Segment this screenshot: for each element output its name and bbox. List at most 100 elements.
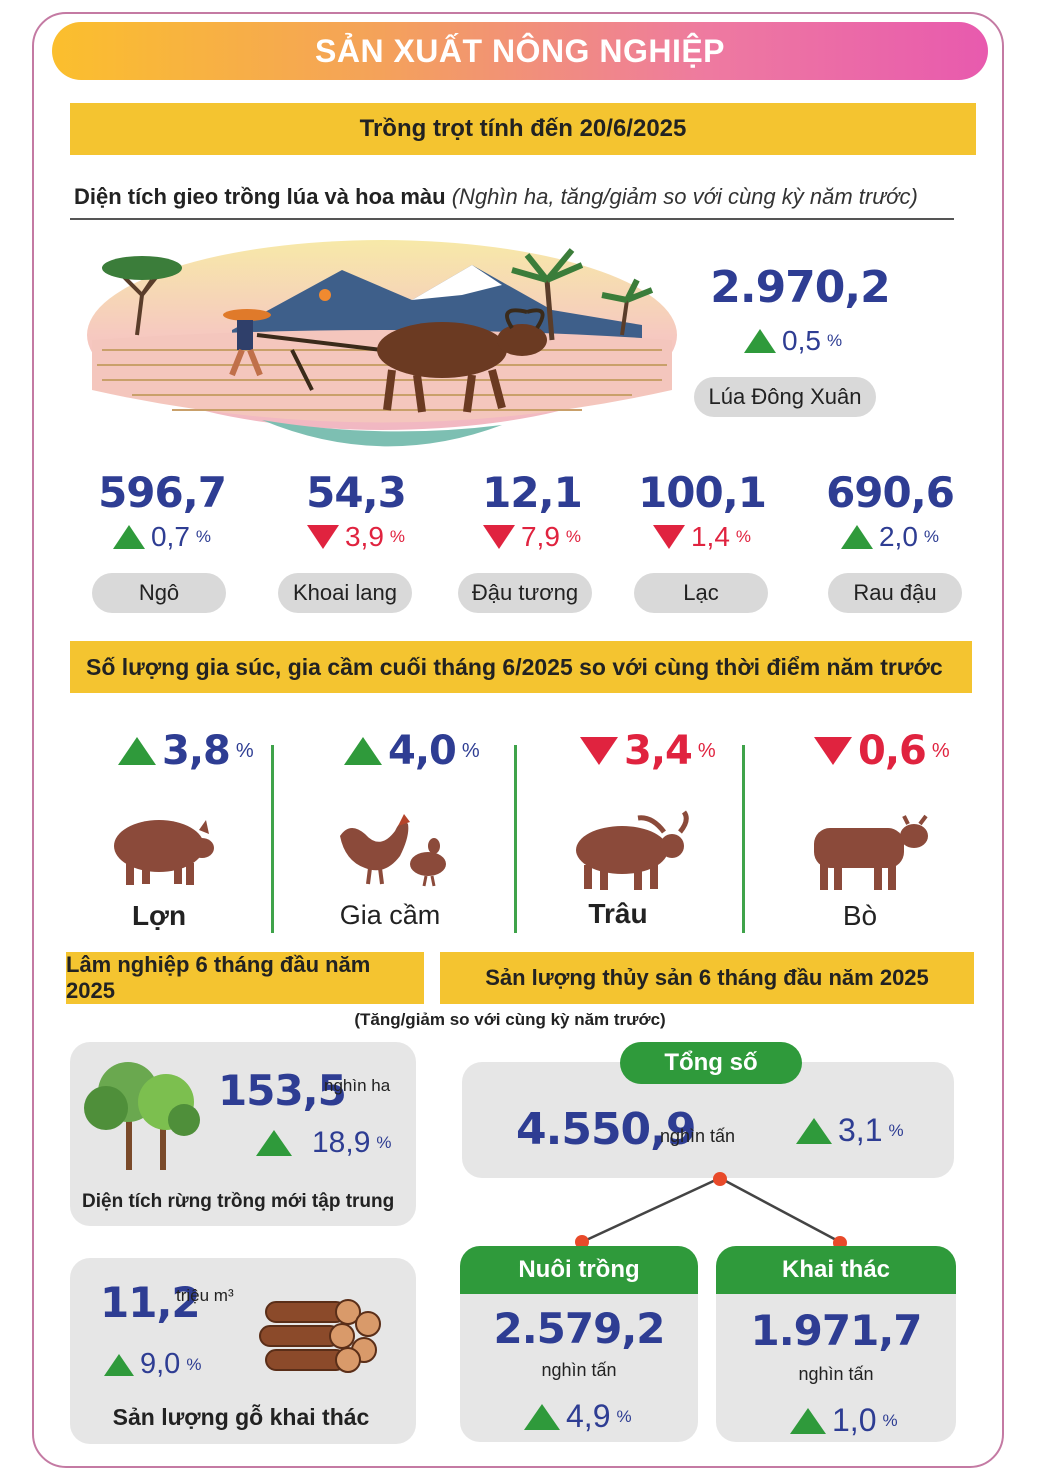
rice-card: 2.970,2 — [700, 262, 900, 313]
capture-value: 1.971,7 — [750, 1306, 922, 1355]
capture-label: Khai thác — [781, 1256, 891, 1283]
percent-unit: % — [195, 527, 212, 546]
percent-unit: % — [235, 739, 254, 762]
up-arrow-icon — [104, 1353, 134, 1376]
up-arrow-icon — [118, 737, 156, 765]
livestock-label-poultry: Gia cầm — [339, 900, 441, 930]
rice-value: 2.970,2 — [710, 262, 891, 313]
livestock-label-cow: Bò — [842, 900, 878, 931]
percent-unit: % — [697, 739, 716, 762]
capture-change: 1,0% — [790, 1402, 898, 1439]
rice-change: 0,5% — [744, 325, 842, 357]
divider — [271, 745, 274, 933]
fishery-header-text: Sản lượng thủy sản 6 tháng đầu năm 2025 — [485, 965, 929, 990]
crop-value: 54,3 — [306, 468, 407, 517]
crop-value: 690,6 — [826, 468, 955, 517]
up-arrow-icon — [112, 525, 145, 549]
buffalo-icon — [576, 810, 689, 890]
livestock-change-cow: 0,6% — [814, 728, 950, 774]
crop-change-value: 0,7 — [150, 521, 190, 552]
timber-value: 11,2 — [100, 1278, 201, 1327]
down-arrow-icon — [306, 525, 339, 549]
crop-label-khoai-lang: Khoai lang — [278, 573, 412, 613]
percent-unit: % — [923, 527, 940, 546]
livestock-change-pig: 3,8% — [118, 728, 254, 774]
fishery-total-tag: Tổng số — [620, 1042, 802, 1084]
connector-dot — [713, 1172, 727, 1186]
trees-icon — [84, 1062, 200, 1170]
crop-change: 2,0% — [800, 521, 980, 553]
down-arrow-icon — [814, 737, 852, 765]
up-arrow-icon — [256, 1130, 292, 1156]
timber-change-value: 9,0 — [140, 1348, 181, 1380]
percent-unit: % — [888, 1120, 904, 1140]
livestock-change-value: 0,6 — [858, 728, 927, 774]
livestock-change-value: 3,8 — [162, 728, 231, 774]
crop-value: 12,1 — [482, 468, 583, 517]
capture-change-value: 1,0 — [832, 1402, 877, 1438]
divider — [742, 745, 745, 933]
crops-header: Trồng trọt tính đến 20/6/2025 — [70, 103, 976, 155]
timber-label: Sản lượng gỗ khai thác — [112, 1404, 370, 1430]
percent-unit: % — [826, 331, 843, 350]
crop-label-text: Khoai lang — [293, 580, 397, 605]
up-arrow-icon — [796, 1117, 832, 1144]
up-arrow-icon — [790, 1407, 826, 1434]
title-banner: SẢN XUẤT NÔNG NGHIỆP — [52, 22, 988, 80]
crop-change-value: 3,9 — [344, 521, 384, 552]
cow-icon — [814, 814, 928, 890]
forest-area-value: 153,5 — [218, 1066, 347, 1115]
forest-area-label: Diện tích rừng trồng mới tập trung — [82, 1191, 395, 1212]
crop-item-ngo: 596,7 0,7% — [72, 468, 252, 553]
crop-change-value: 1,4 — [690, 521, 730, 552]
fishery-header: Sản lượng thủy sản 6 tháng đầu năm 2025 — [440, 952, 974, 1004]
fishery-total-value: 4.550,9 — [516, 1104, 697, 1155]
pig-icon — [114, 820, 214, 885]
page-frame — [32, 12, 1004, 1468]
aquaculture-change-value: 4,9 — [566, 1398, 611, 1434]
subtitle-underline — [70, 218, 954, 220]
crop-label-text: Ngô — [138, 580, 180, 605]
forestry-header: Lâm nghiệp 6 tháng đầu năm 2025 — [66, 952, 424, 1004]
livestock-change-value: 3,4 — [624, 728, 693, 774]
percent-unit: % — [565, 527, 582, 546]
crop-item-rau-dau: 690,6 2,0% — [800, 468, 980, 553]
up-arrow-icon — [344, 737, 382, 765]
crops-subtitle-note: (Nghìn ha, tăng/giảm so với cùng kỳ năm … — [451, 184, 918, 209]
livestock-label-buffalo: Trâu — [588, 898, 648, 929]
down-arrow-icon — [652, 525, 685, 549]
percent-unit: % — [389, 527, 406, 546]
comparison-note: (Tăng/giảm so với cùng kỳ năm trước) — [354, 1010, 666, 1029]
crop-change-value: 7,9 — [520, 521, 560, 552]
livestock-change-buffalo: 3,4% — [580, 728, 716, 774]
livestock-header: Số lượng gia súc, gia cầm cuối tháng 6/2… — [70, 641, 972, 693]
up-arrow-icon — [840, 525, 873, 549]
up-arrow-icon — [524, 1403, 560, 1430]
crop-change: 0,7% — [72, 521, 252, 553]
percent-unit: % — [616, 1406, 632, 1426]
crop-item-dau-tuong: 12,1 7,9% — [442, 468, 622, 553]
crop-label-lac: Lạc — [634, 573, 768, 613]
percent-unit: % — [186, 1354, 202, 1374]
connector-dot — [575, 1235, 589, 1249]
timber-change: 9,0% — [104, 1348, 201, 1381]
aquaculture-change: 4,9% — [524, 1398, 632, 1435]
rice-label: Lúa Đông Xuân — [694, 377, 876, 417]
forest-area-change-value: 18,9 — [312, 1126, 371, 1159]
rice-label-text: Lúa Đông Xuân — [708, 384, 862, 409]
down-arrow-icon — [482, 525, 515, 549]
capture-tag: Khai thác — [716, 1246, 956, 1294]
timber-unit: triệu m³ — [176, 1286, 234, 1305]
page-title: SẢN XUẤT NÔNG NGHIỆP — [314, 32, 726, 69]
aquaculture-label: Nuôi trồng — [518, 1256, 640, 1283]
crop-label-text: Rau đậu — [853, 580, 937, 605]
percent-unit: % — [882, 1410, 898, 1430]
crops-header-text: Trồng trọt tính đến 20/6/2025 — [359, 115, 687, 142]
poultry-icon — [340, 814, 446, 887]
crop-label-dau-tuong: Đậu tương — [458, 573, 592, 613]
up-arrow-icon — [744, 329, 776, 353]
logs-icon — [259, 1299, 381, 1373]
down-arrow-icon — [580, 737, 618, 765]
fishery-total-change: 3,1% — [796, 1112, 904, 1149]
percent-unit: % — [461, 739, 480, 762]
